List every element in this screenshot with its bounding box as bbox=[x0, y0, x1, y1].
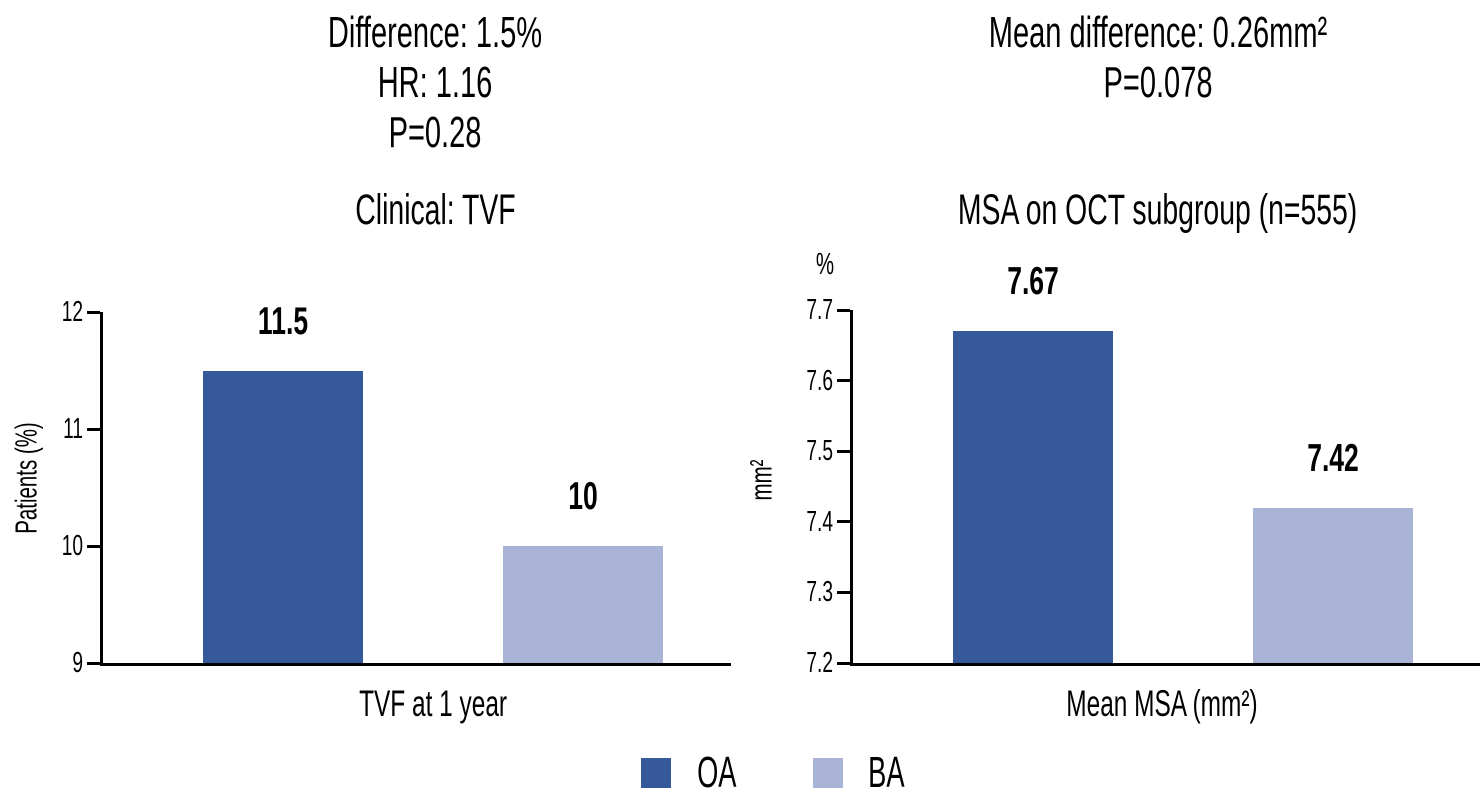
y-axis-tick bbox=[87, 661, 100, 665]
x-axis-label-text: TVF at 1 year bbox=[359, 683, 507, 724]
chart-title-text: Clinical: TVF bbox=[354, 186, 516, 234]
bar-value-label: 7.67 bbox=[1007, 260, 1059, 304]
legend-item-oa: OA bbox=[641, 748, 749, 797]
bar-ba bbox=[1253, 507, 1414, 663]
bar-oa bbox=[202, 370, 363, 663]
chart-title-text: MSA on OCT subgroup (n=555) bbox=[958, 186, 1358, 234]
legend-swatch-oa-icon bbox=[641, 758, 671, 788]
y-axis-tick-label: 7.7 bbox=[806, 294, 833, 326]
y-axis-tick bbox=[87, 310, 100, 314]
y-axis-tick-label: 11 bbox=[63, 413, 83, 445]
y-axis-tick bbox=[87, 544, 100, 548]
legend-label: BA bbox=[867, 748, 905, 797]
annotation-block-left: Difference: 1.5% HR: 1.16 P=0.28 bbox=[95, 8, 775, 158]
y-axis-tick bbox=[87, 427, 100, 431]
bar-oa bbox=[952, 331, 1113, 663]
annotation-line: Difference: 1.5% bbox=[327, 8, 543, 57]
y-axis-tick-label: 9 bbox=[72, 647, 83, 679]
legend-label: OA bbox=[697, 748, 737, 797]
annotation-line: P=0.28 bbox=[388, 108, 482, 157]
chart-title-left: Clinical: TVF bbox=[95, 186, 775, 234]
y-axis-tick-label: 7.6 bbox=[806, 364, 833, 397]
y-axis-tick bbox=[837, 379, 850, 383]
y-axis-label-right: mm² bbox=[743, 459, 779, 501]
chart-title-right: MSA on OCT subgroup (n=555) bbox=[818, 186, 1480, 234]
y-axis-tick bbox=[837, 308, 850, 312]
legend-swatch-ba-icon bbox=[812, 758, 843, 788]
legend-item-ba: BA bbox=[812, 748, 916, 797]
bar-ba bbox=[503, 546, 664, 663]
y-axis-tick-label: 7.3 bbox=[806, 576, 833, 609]
y-axis-tick-label: 10 bbox=[61, 530, 83, 562]
y-axis-tick-label: 7.2 bbox=[806, 647, 833, 679]
y-axis-tick bbox=[837, 520, 850, 524]
annotation-line: P=0.078 bbox=[1103, 58, 1213, 107]
y-axis-tick-label: 12 bbox=[61, 296, 83, 328]
bar-value-label: 11.5 bbox=[257, 299, 309, 343]
y-axis-unit-label: % bbox=[815, 246, 835, 281]
plot-area-left: 9 10 11 12 11.5 10 bbox=[62, 297, 731, 678]
y-axis-tick-label: 7.5 bbox=[806, 435, 833, 468]
y-axis-tick bbox=[837, 590, 850, 594]
x-axis-label-right: Mean MSA (mm²) bbox=[852, 682, 1472, 726]
y-axis-tick-label: 7.4 bbox=[806, 505, 833, 538]
bar-value-label: 10 bbox=[568, 475, 599, 518]
bar-value-label: 7.42 bbox=[1307, 436, 1360, 480]
plot-area-right: 7.2 7.3 7.4 7.5 7.6 7.7 7.67 7.42 bbox=[806, 262, 1480, 678]
y-axis-tick bbox=[837, 449, 850, 453]
legend: OA BA bbox=[641, 748, 916, 797]
annotation-line: HR: 1.16 bbox=[377, 58, 493, 107]
x-axis-label-text: Mean MSA (mm²) bbox=[1066, 683, 1258, 724]
annotation-line: Mean difference: 0.26mm² bbox=[988, 8, 1328, 57]
annotation-block-right: Mean difference: 0.26mm² P=0.078 bbox=[818, 8, 1480, 108]
y-axis-tick bbox=[837, 661, 850, 665]
x-axis-label-left: TVF at 1 year bbox=[123, 682, 743, 726]
